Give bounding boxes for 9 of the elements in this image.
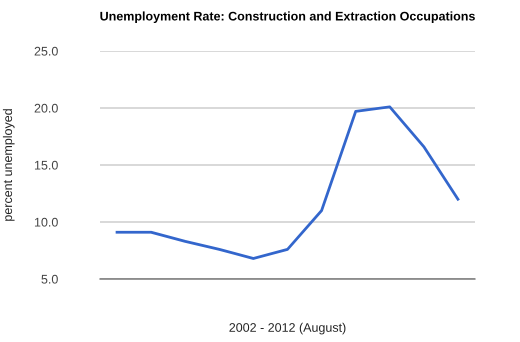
y-tick-label: 15.0	[34, 160, 58, 170]
y-tick-label: 20.0	[34, 104, 58, 113]
y-tick-label: 5.0	[41, 274, 58, 284]
x-axis-title: 2002 - 2012 (August)	[229, 322, 346, 334]
y-tick-label: 10.0	[34, 218, 58, 227]
y-axis-title: percent unemployed	[2, 109, 15, 221]
y-tick-label: 25.0	[34, 46, 58, 56]
chart-title: Unemployment Rate: Construction and Extraction Occupations	[100, 11, 475, 24]
line-series	[116, 105, 460, 260]
